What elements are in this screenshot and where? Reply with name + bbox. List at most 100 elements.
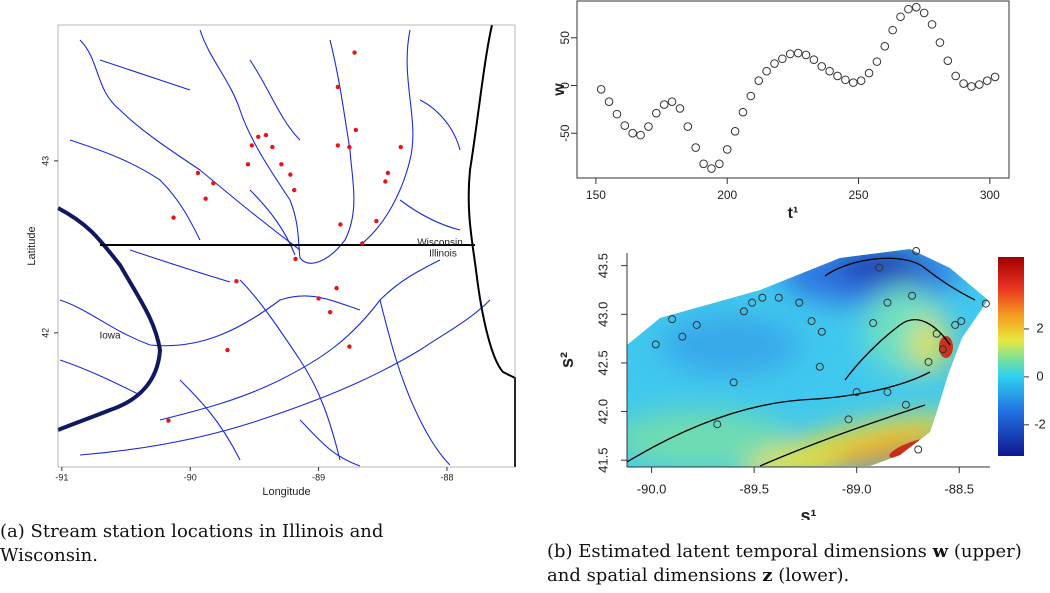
- point: [864, 68, 874, 78]
- point: [801, 50, 811, 60]
- point: [793, 48, 803, 58]
- y-tick-label: 43.5: [595, 253, 610, 278]
- point: [707, 164, 716, 173]
- station: [739, 307, 748, 316]
- station: [807, 317, 816, 326]
- x-tick-label: -90.0: [637, 481, 667, 496]
- station: [692, 320, 701, 329]
- station: [360, 241, 365, 246]
- y-axis-label: s²: [557, 352, 577, 368]
- y-tick-label: 42: [40, 328, 50, 338]
- station: [951, 320, 960, 329]
- station: [883, 298, 892, 307]
- x-axis-label: s¹: [800, 506, 816, 520]
- point: [652, 108, 661, 118]
- station: [385, 170, 391, 176]
- station: [335, 84, 341, 90]
- station: [912, 247, 921, 256]
- station: [347, 144, 352, 150]
- point: [730, 127, 740, 136]
- point: [872, 57, 882, 66]
- x-tick-label: -91: [55, 472, 68, 482]
- station: [774, 293, 783, 302]
- point: [738, 107, 748, 117]
- station: [327, 310, 333, 315]
- station: [844, 415, 853, 424]
- y-tick-label: 42.0: [595, 399, 610, 424]
- x-axis-label: Longitude: [262, 486, 310, 498]
- station: [374, 218, 379, 224]
- station: [938, 345, 947, 354]
- point: [604, 97, 614, 107]
- station: [932, 329, 941, 338]
- x-tick-label: -88: [440, 472, 453, 482]
- station: [279, 162, 284, 167]
- map-rivers: [59, 29, 491, 467]
- plot-frame: [576, 0, 1010, 179]
- region-label: Wisconsin: [417, 238, 463, 249]
- station: [334, 285, 339, 291]
- station: [869, 319, 878, 328]
- x-tick-label: -89: [312, 472, 325, 482]
- point: [919, 8, 929, 18]
- heatmap-field: [627, 249, 988, 467]
- station: [924, 357, 933, 366]
- station: [383, 179, 388, 184]
- station: [901, 400, 910, 409]
- point: [927, 20, 937, 29]
- figure: -91 -90 -89 -88 42 43 Longitude Latitude Iowa Wis…: [26, 0, 1046, 520]
- station: [256, 134, 261, 139]
- station: [852, 388, 861, 397]
- station: [981, 299, 990, 308]
- station: [678, 332, 687, 341]
- colorbar-tick-label: 2: [1036, 320, 1043, 335]
- point: [659, 100, 669, 109]
- region-label: Illinois: [429, 249, 457, 260]
- colorbar-tick-label: -2: [1034, 416, 1046, 431]
- point: [817, 62, 827, 71]
- point: [596, 85, 606, 94]
- caption-b: (b) Estimated latent temporal dimensions…: [547, 540, 1047, 588]
- point: [722, 145, 732, 154]
- point: [896, 12, 905, 22]
- station: [245, 162, 251, 167]
- y-tick-label: 41.5: [595, 448, 610, 473]
- point: [848, 78, 858, 87]
- station: [815, 362, 824, 371]
- station: [335, 143, 341, 148]
- station: [195, 170, 201, 176]
- x-tick-label: -89.5: [739, 481, 769, 496]
- station: [225, 347, 230, 353]
- point: [691, 143, 701, 152]
- station: [914, 445, 923, 454]
- point: [628, 128, 637, 138]
- x-tick-label: -89.0: [842, 481, 872, 496]
- station: [668, 315, 677, 324]
- point: [982, 76, 992, 86]
- x-tick-label: 200: [717, 188, 737, 202]
- station: [758, 293, 767, 302]
- station: [263, 132, 269, 138]
- point: [778, 54, 787, 64]
- point: [888, 25, 897, 35]
- point: [833, 71, 842, 81]
- y-tick-label: -50: [558, 124, 572, 142]
- point: [904, 4, 913, 14]
- station: [293, 256, 298, 262]
- station: [713, 420, 722, 429]
- point: [620, 121, 630, 130]
- station: [347, 344, 352, 349]
- point: [762, 66, 771, 76]
- station: [166, 418, 171, 423]
- y-tick-label: 43.0: [595, 302, 610, 327]
- station: [748, 298, 757, 307]
- y-axis-label: w: [551, 83, 568, 97]
- point: [715, 159, 724, 169]
- point: [644, 122, 653, 131]
- station: [270, 144, 275, 150]
- caption-symbol: z: [762, 565, 773, 586]
- station: [795, 298, 804, 307]
- caption-text: (b) Estimated latent temporal dimensions: [547, 541, 933, 562]
- caption-text: (lower).: [772, 565, 850, 586]
- station: [234, 279, 239, 284]
